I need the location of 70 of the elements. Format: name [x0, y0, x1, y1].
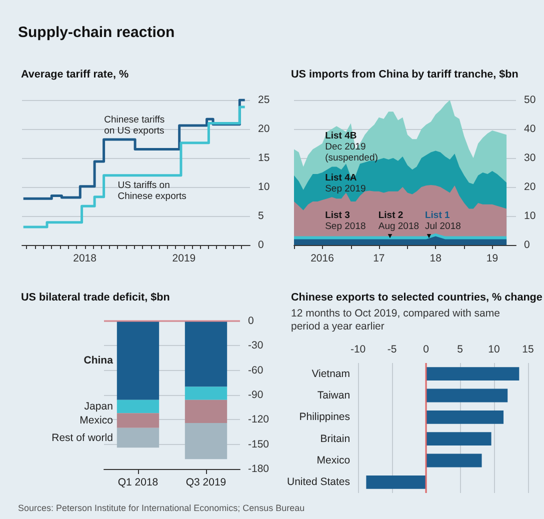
x-tick-label: Q1 2018 [118, 476, 158, 488]
y-tick-label: Mexico [316, 454, 350, 466]
chart-title: Chinese exports to selected countries, % change [291, 292, 542, 304]
bar [116, 400, 160, 414]
bar [426, 367, 520, 381]
y-tick-label: 5 [258, 210, 264, 222]
bar [184, 321, 228, 387]
y-tick-label: 10 [258, 181, 270, 193]
chart-subtitle: 12 months to Oct 2019, compared with same period a year earlier [291, 308, 503, 332]
bar [116, 321, 160, 400]
y-tick-label: Philippines [299, 411, 350, 424]
x-tick-label: Q3 2019 [186, 476, 226, 488]
y-tick-label: -60 [248, 364, 264, 376]
y-tick-label: United States [286, 476, 350, 488]
series-label: Japan [84, 400, 114, 413]
chart-title: US bilateral trade deficit, $bn [21, 292, 170, 304]
y-tick-label: Vietnam [312, 368, 350, 380]
x-tick-label: 18 [430, 252, 442, 264]
series-label: Mexico [80, 414, 114, 426]
y-tick-label: 10 [524, 210, 536, 222]
text: Supply-chain reaction [18, 24, 175, 41]
series-label: Rest of world [52, 432, 114, 444]
series-label: List 2 Aug 2018 [378, 210, 420, 232]
x-tick-label: 10 [488, 344, 500, 356]
series-label: List 3 Sep 2018 [325, 210, 366, 232]
y-tick-label: -90 [248, 389, 264, 401]
y-tick-label: 40 [524, 123, 536, 135]
bar [426, 388, 508, 402]
x-tick-label: 2016 [310, 252, 334, 264]
y-tick-label: -120 [248, 414, 270, 426]
x-tick-label: 17 [373, 252, 385, 264]
y-tick-label: 0 [248, 315, 254, 327]
y-tick-label: Britain [320, 432, 350, 445]
y-tick-label: 0 [524, 239, 530, 251]
y-tick-label: -30 [248, 340, 264, 352]
x-tick-label: 5 [457, 344, 464, 356]
series-label: Chinese tariffs on US exports [104, 114, 165, 136]
chart-title: US imports from China by tariff tranche, $bn [291, 68, 518, 80]
bar [426, 410, 504, 424]
x-tick-label: 19 [486, 252, 498, 264]
series-label: List 1 Jul 2018 [424, 210, 461, 232]
y-tick-label: 30 [524, 152, 536, 164]
x-tick-label: -10 [350, 344, 366, 356]
bar [116, 428, 160, 448]
x-tick-label: 2018 [73, 252, 97, 264]
y-tick-label: Taiwan [317, 390, 350, 402]
series-label: List 4B Dec 2019 (suspended) [325, 130, 378, 164]
y-tick-label: 15 [258, 152, 270, 164]
bar [426, 454, 482, 468]
y-tick-label: 0 [258, 239, 264, 251]
y-tick-label: 20 [258, 123, 270, 135]
series-label: US tariffs on Chinese exports [118, 180, 187, 202]
series-label: List 4A Sep 2019 [325, 172, 366, 194]
bar [366, 475, 426, 489]
y-tick-label: 20 [524, 181, 536, 193]
x-tick-label: -5 [387, 344, 397, 356]
bar [184, 400, 228, 423]
bar [426, 432, 492, 446]
series-label: China [84, 354, 114, 366]
chart-title: Average tariff rate, % [21, 68, 130, 80]
x-tick-label: 0 [423, 344, 430, 356]
bar [184, 422, 228, 460]
y-tick-label: 25 [258, 94, 270, 106]
source-note: Sources: Peterson Institute for International Economics; Census Bureau [18, 503, 305, 513]
y-tick-label: -180 [248, 463, 270, 475]
x-tick-label: 2019 [172, 252, 196, 264]
y-tick-label: 50 [524, 94, 536, 106]
y-tick-label: -150 [248, 438, 270, 450]
bar [116, 413, 160, 428]
bar [184, 386, 228, 400]
